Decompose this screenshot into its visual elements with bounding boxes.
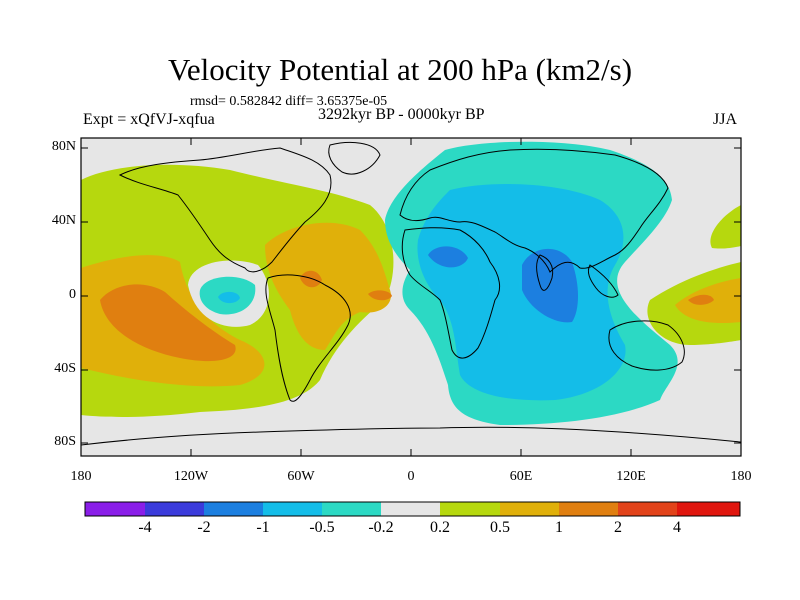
colorbar-box-2 bbox=[145, 502, 204, 516]
x-label-60e: 60E bbox=[509, 469, 533, 484]
dark-orange-core-caribbean bbox=[300, 270, 322, 288]
coastline-north-america bbox=[118, 147, 332, 273]
colorbar-box-4 bbox=[263, 502, 322, 516]
x-label-60w: 60W bbox=[287, 469, 315, 484]
colorbar-box-5 bbox=[322, 502, 381, 516]
colorbar-label-minus-0-5: -0.5 bbox=[309, 519, 335, 536]
colorbar-box-8 bbox=[500, 502, 559, 516]
colorbar-frame bbox=[84, 501, 741, 517]
coastline-antarctica bbox=[81, 426, 741, 446]
colorbar-label-minus-4: -4 bbox=[138, 519, 152, 536]
x-label-180-east: 180 bbox=[730, 469, 752, 484]
coastline-greenland bbox=[328, 142, 381, 175]
blue-core-indian-ocean bbox=[522, 248, 578, 323]
colorbar-label-4: 4 bbox=[673, 519, 681, 536]
dark-orange-core-west-pacific bbox=[688, 294, 714, 305]
colorbar-label-0-5: 0.5 bbox=[490, 519, 510, 536]
season-label: JJA bbox=[713, 111, 738, 128]
y-label-80n: 80N bbox=[51, 139, 76, 154]
coastline-southeast-asia bbox=[587, 264, 619, 298]
coastlines bbox=[81, 142, 741, 446]
period-label: 3292kyr BP - 0000kyr BP bbox=[318, 106, 485, 123]
dark-orange-core-atlantic bbox=[368, 290, 392, 301]
colorbar-box-1 bbox=[85, 502, 145, 516]
blue-core-africa bbox=[428, 246, 468, 268]
colorbar-label-minus-2: -2 bbox=[197, 519, 211, 536]
x-label-120e: 120E bbox=[616, 469, 646, 484]
stats-line: rmsd= 0.582842 diff= 3.65375e-05 bbox=[190, 94, 388, 109]
coastline-australia bbox=[608, 320, 685, 371]
colorbar-box-11 bbox=[677, 502, 740, 516]
y-label-80s: 80S bbox=[54, 434, 76, 449]
colorbar-box-10 bbox=[618, 502, 677, 516]
colorbar-box-3 bbox=[204, 502, 263, 516]
plot-title: Velocity Potential at 200 hPa (km2/s) bbox=[167, 52, 633, 87]
x-label-120w: 120W bbox=[173, 469, 209, 484]
cyan-core-east-pacific bbox=[218, 291, 240, 304]
cyan-field-east bbox=[417, 184, 626, 401]
positive-field-east-edge bbox=[710, 205, 741, 249]
dark-orange-core-pacific bbox=[100, 284, 236, 362]
coastline-south-america bbox=[265, 274, 351, 402]
colorbar-label-2: 2 bbox=[614, 519, 622, 536]
y-label-0: 0 bbox=[69, 287, 76, 302]
colorbar-box-6 bbox=[381, 502, 440, 516]
x-label-180-west: 180 bbox=[70, 469, 92, 484]
colorbar-box-7 bbox=[440, 502, 500, 516]
contour-fields bbox=[81, 138, 741, 456]
axis-ticks bbox=[81, 138, 741, 456]
y-label-40n: 40N bbox=[51, 213, 76, 228]
experiment-label: Expt = xQfVJ-xqfua bbox=[83, 111, 215, 128]
colorbar-label-0-2: 0.2 bbox=[430, 519, 450, 536]
colorbar-label-1: 1 bbox=[555, 519, 563, 536]
coastline-india bbox=[536, 254, 554, 291]
coastline-europe-asia bbox=[399, 148, 669, 273]
colorbar-label-minus-1: -1 bbox=[256, 519, 270, 536]
colorbar-box-9 bbox=[559, 502, 618, 516]
y-label-40s: 40S bbox=[54, 361, 76, 376]
colorbar-label-minus-0-2: -0.2 bbox=[368, 519, 394, 536]
colorbar bbox=[84, 501, 741, 517]
x-label-0: 0 bbox=[407, 469, 415, 484]
coastline-africa bbox=[401, 227, 501, 359]
